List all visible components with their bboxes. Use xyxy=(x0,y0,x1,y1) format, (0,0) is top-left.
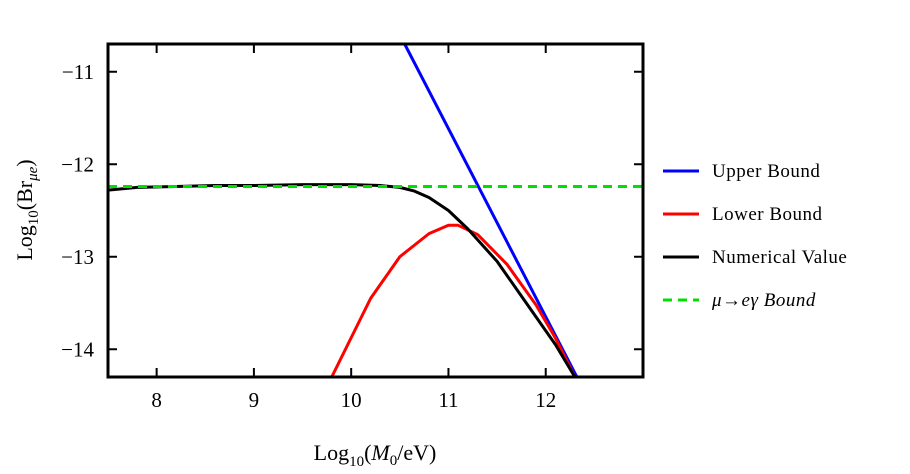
x-tick-label: 8 xyxy=(151,388,162,412)
legend-entry-mu-e-gamma-bound: μ→eγ Bound xyxy=(663,290,816,311)
series-layer xyxy=(108,44,643,377)
legend-entry-upper-bound: Upper Bound xyxy=(663,161,820,182)
x-tick-label: 9 xyxy=(249,388,260,412)
series-line-numerical-value xyxy=(108,183,577,377)
ticks-layer xyxy=(108,44,643,377)
y-axis-title: Log10(Brμe) xyxy=(12,159,42,260)
legend-label-lower-bound: Lower Bound xyxy=(712,204,823,225)
legend: Upper Bound Lower Bound Numerical Value … xyxy=(663,161,847,311)
x-tick-label: 12 xyxy=(535,388,556,412)
legend-label-numerical-value: Numerical Value xyxy=(712,247,847,268)
series-line-lower-bound xyxy=(330,223,577,377)
y-tick-label: −14 xyxy=(61,337,94,361)
x-axis-title: Log10(M0/eV) xyxy=(314,440,437,470)
series-line-upper-bound xyxy=(403,44,579,377)
legend-entry-lower-bound: Lower Bound xyxy=(663,204,823,225)
x-tick-label: 11 xyxy=(438,388,458,412)
x-tick-labels: 8 9 10 11 12 xyxy=(151,388,556,412)
plot-frame xyxy=(106,42,645,379)
y-tick-label: −11 xyxy=(62,60,94,84)
legend-label-mu-e-gamma-bound: μ→eγ Bound xyxy=(711,290,816,311)
legend-label-upper-bound: Upper Bound xyxy=(712,161,820,182)
y-tick-label: −13 xyxy=(61,245,94,269)
x-tick-label: 10 xyxy=(341,388,362,412)
legend-entry-numerical-value: Numerical Value xyxy=(663,247,847,268)
y-tick-labels: −11 −12 −13 −14 xyxy=(61,60,94,362)
y-tick-label: −12 xyxy=(61,152,94,176)
